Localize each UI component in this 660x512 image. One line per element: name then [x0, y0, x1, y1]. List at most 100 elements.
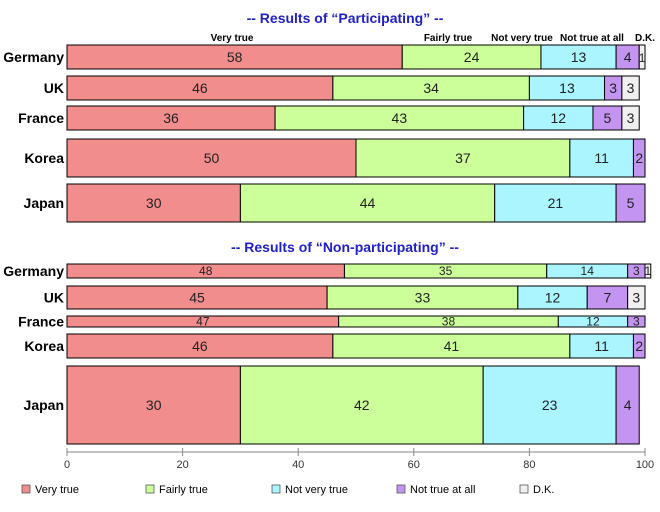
- data-label: 24: [464, 49, 480, 65]
- data-label: 3: [633, 264, 640, 278]
- bar-row-france: France 36 43 12 5 3: [18, 105, 640, 131]
- bar-segment-fairly-true: [332, 75, 530, 101]
- data-label: 33: [415, 290, 431, 306]
- x-axis: 0 20 40 60 80 100: [64, 448, 654, 471]
- legend-label: Fairly true: [159, 484, 208, 496]
- data-label: 41: [444, 338, 460, 354]
- legend-swatch: [21, 484, 31, 494]
- data-label: 2: [635, 150, 643, 166]
- x-tick-label: 100: [636, 459, 654, 471]
- bar-row-japan: Japan 30 44 21 5: [24, 183, 646, 223]
- data-label: 3: [627, 80, 635, 96]
- legend-item-dk: D.K.: [519, 484, 554, 496]
- bar-segment-very-true: [66, 333, 334, 359]
- data-label: 3: [632, 290, 640, 306]
- bar-segment-not-very-true: [523, 105, 594, 131]
- legend-swatch: [271, 484, 281, 494]
- legend-label: Very true: [35, 484, 79, 496]
- bar-segment-dk: [627, 285, 646, 310]
- country-label: Japan: [24, 195, 64, 211]
- bar-segment-not-true-at-all: [627, 315, 646, 328]
- data-label: 7: [604, 290, 612, 306]
- country-label: Japan: [24, 397, 64, 413]
- bar-segment-fairly-true: [239, 365, 484, 445]
- bar-segment-not-true-at-all: [632, 138, 646, 178]
- data-label: 30: [146, 195, 162, 211]
- legend-swatch: [145, 484, 155, 494]
- header-label-fairly-true: Fairly true: [424, 33, 473, 44]
- data-label: 13: [559, 80, 575, 96]
- bar-segment-dk: [644, 263, 652, 279]
- header-label-very-true: Very true: [211, 33, 254, 44]
- data-label: 45: [189, 290, 205, 306]
- legend: Very true Fairly true Not very true Not tru…: [21, 484, 554, 496]
- bar-segment-fairly-true: [274, 105, 525, 131]
- data-label: 50: [204, 150, 220, 166]
- bar-segment-fairly-true: [332, 333, 571, 359]
- data-label: 12: [586, 315, 600, 329]
- bar-segment-dk: [621, 105, 640, 131]
- bar-segment-fairly-true: [239, 183, 496, 223]
- data-label: 4: [624, 397, 632, 413]
- data-label: 34: [423, 80, 439, 96]
- data-label: 58: [227, 49, 243, 65]
- data-label: 46: [192, 80, 208, 96]
- data-label: 30: [146, 397, 162, 413]
- bar-row-france: France 47 38 12 3: [18, 314, 646, 330]
- data-label: 1: [639, 51, 646, 65]
- legend-item-not-very-true: Not very true: [271, 484, 348, 496]
- panel-title-non-participating: -- Results of “Non-participating” --: [231, 239, 459, 255]
- x-tick-label: 20: [176, 459, 188, 471]
- data-label: 44: [360, 195, 376, 211]
- data-label: 36: [163, 110, 179, 126]
- bar-segment-not-very-true: [569, 138, 634, 178]
- bar-row-germany: Germany 48 35 14 3 1: [3, 263, 651, 279]
- bar-row-uk: UK 45 33 12 7 3: [44, 285, 646, 310]
- data-label: 46: [192, 338, 208, 354]
- country-label: France: [18, 314, 64, 330]
- x-tick-label: 40: [292, 459, 304, 471]
- segment-header-labels: Very true Fairly true Not very true Not …: [211, 33, 656, 44]
- bar-segment-dk: [638, 44, 646, 70]
- header-label-dk: D.K.: [635, 33, 655, 44]
- data-label: 11: [594, 150, 609, 166]
- legend-item-very-true: Very true: [21, 484, 79, 496]
- panel-titles: -- Results of “Participating” -- -- Resu…: [231, 10, 459, 255]
- country-label: UK: [44, 80, 64, 96]
- legend-swatch: [519, 484, 529, 494]
- x-tick-label: 60: [408, 459, 420, 471]
- data-label: 23: [542, 397, 558, 413]
- country-label: Germany: [3, 263, 64, 279]
- header-label-not-true-at-all: Not true at all: [560, 33, 624, 44]
- country-label: Korea: [24, 150, 64, 166]
- data-label: 38: [442, 315, 456, 329]
- bar-segment-very-true: [66, 44, 403, 70]
- bar-row-japan: Japan 30 42 23 4: [24, 365, 640, 445]
- legend-label: D.K.: [533, 484, 554, 496]
- data-label: 3: [609, 80, 617, 96]
- country-label: Germany: [3, 49, 64, 65]
- country-label: France: [18, 110, 64, 126]
- data-label: 3: [633, 315, 640, 329]
- data-label: 13: [571, 49, 587, 65]
- x-tick-label: 0: [64, 459, 70, 471]
- bar-segment-not-very-true: [528, 75, 606, 101]
- data-label: 5: [604, 110, 612, 126]
- bar-segment-very-true: [66, 365, 241, 445]
- data-label: 42: [354, 397, 370, 413]
- data-label: 21: [548, 195, 564, 211]
- data-label: 12: [551, 110, 567, 126]
- data-label: 35: [439, 264, 453, 278]
- data-label: 5: [627, 195, 635, 211]
- data-label: 2: [635, 338, 643, 354]
- bar-row-korea: Korea 50 37 11 2: [24, 138, 646, 178]
- bar-segment-very-true: [66, 105, 276, 131]
- bar-segment-very-true: [66, 183, 241, 223]
- data-label: 11: [594, 338, 609, 354]
- country-label: UK: [44, 290, 64, 306]
- data-label: 43: [392, 110, 408, 126]
- data-label: 3: [627, 110, 635, 126]
- data-label: 47: [196, 315, 210, 329]
